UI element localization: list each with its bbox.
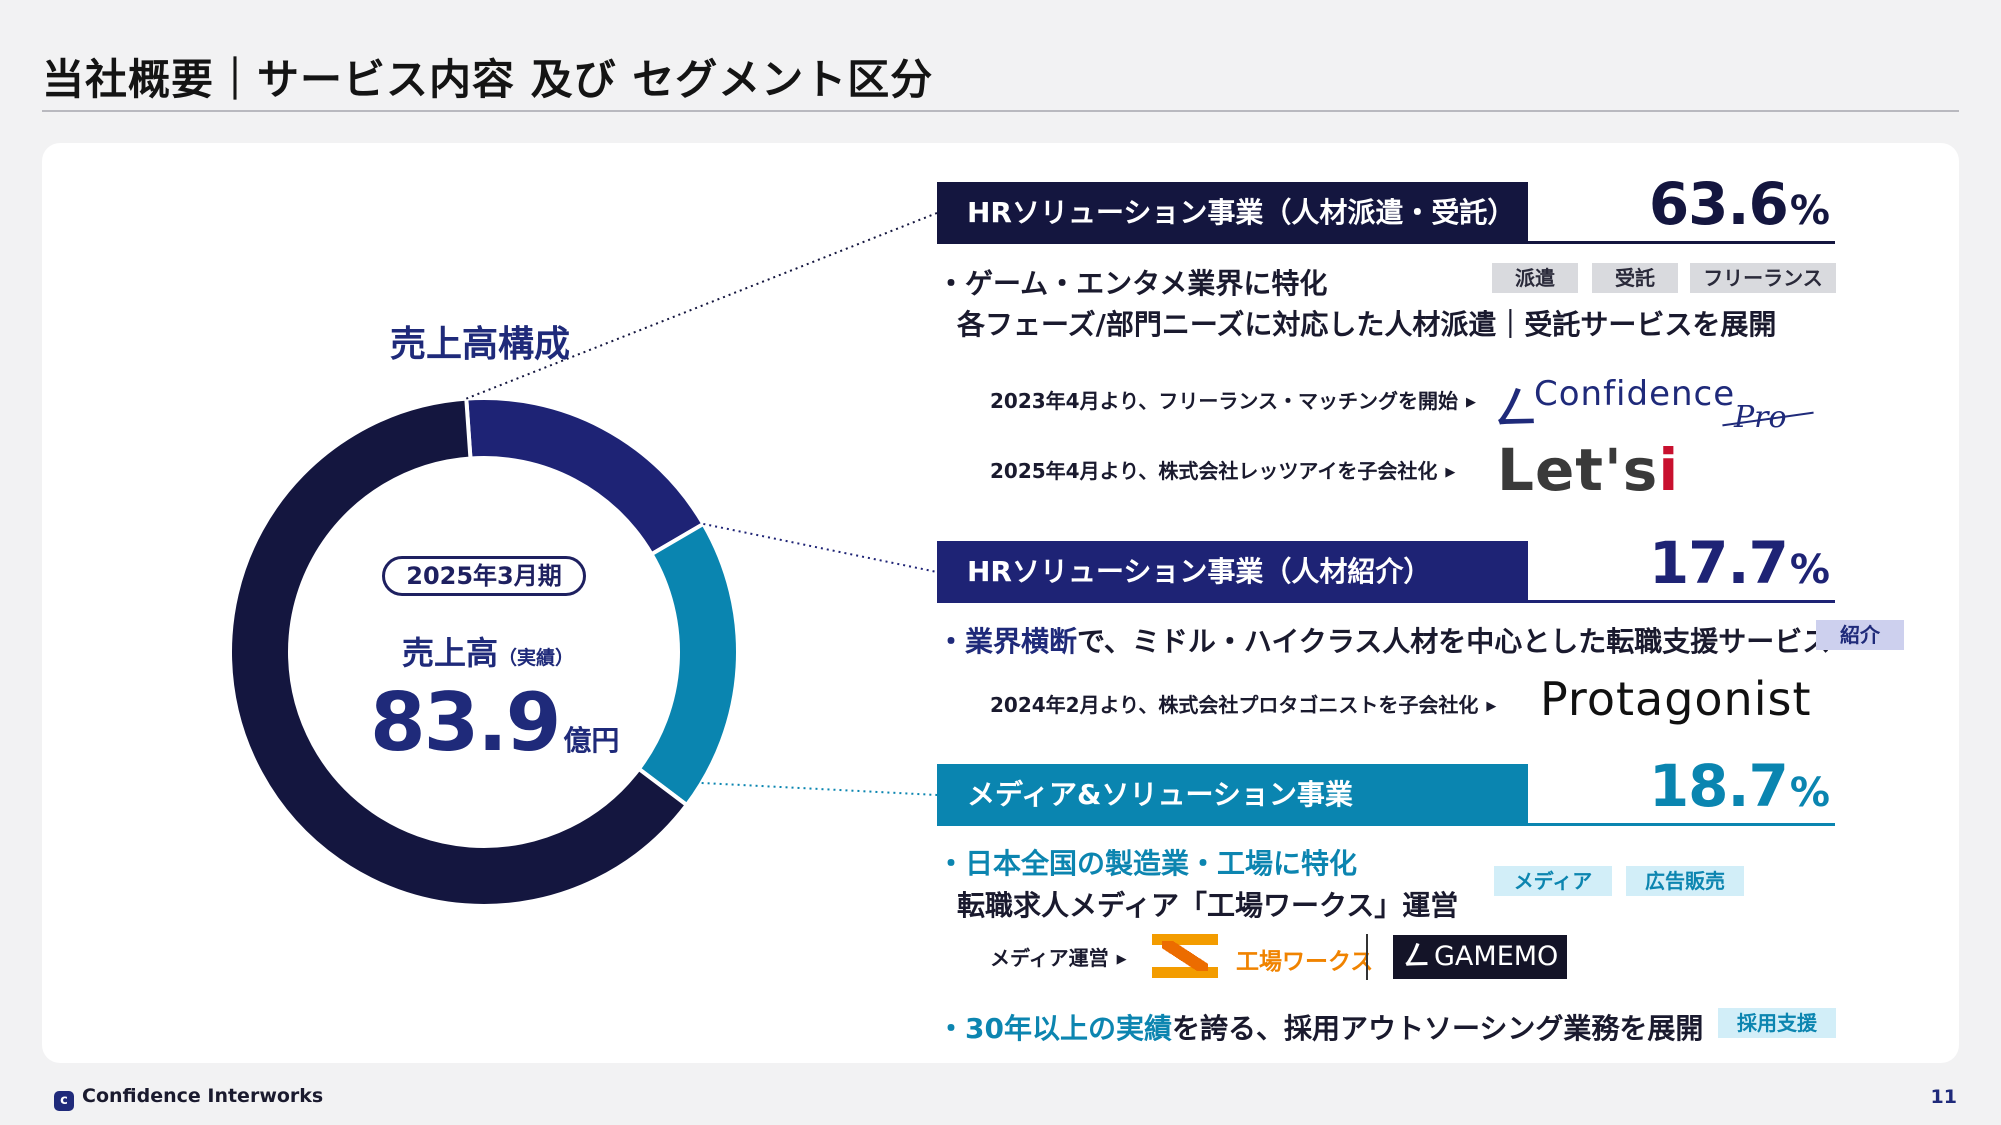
company-logo: c Confidence Interworks — [54, 1085, 323, 1111]
tag-shokai: 紹介 — [1816, 620, 1904, 650]
title-divider — [42, 110, 1959, 112]
tag-haken: 派遣 — [1492, 263, 1578, 293]
tag-media: メディア — [1494, 866, 1612, 896]
segment-percent: 63.6% — [1648, 170, 1830, 238]
segment-rule — [937, 823, 1835, 826]
donut-slice-0 — [228, 396, 690, 908]
segment-bullet: ・日本全国の製造業・工場に特化 — [937, 847, 1358, 880]
gamemo-logo: ㄥ GAMEMO — [1393, 935, 1567, 979]
connector-placement — [703, 522, 938, 573]
letsi-logo: Let'si — [1497, 436, 1680, 504]
segment-bullet-outsourcing: ・30年以上の実績を誇る、採用アウトソーシング業務を展開 — [937, 1012, 1704, 1045]
segment-name: HRソリューション事業（人材派遣・受託） — [937, 182, 1528, 244]
tag-jutaku: 受託 — [1592, 263, 1678, 293]
page-title: 当社概要｜サービス内容 及び セグメント区分 — [42, 55, 934, 104]
logo-divider — [1366, 934, 1368, 980]
chart-title: 売上高構成 — [390, 324, 571, 365]
segment-percent: 18.7% — [1648, 752, 1830, 820]
segment-rule — [937, 600, 1835, 603]
content-card — [42, 143, 1959, 1063]
connector-dispatch — [465, 212, 938, 400]
donut-slice-2 — [636, 521, 740, 808]
segment-description: 各フェーズ/部門ニーズに対応した人材派遣｜受託サービスを展開 — [957, 308, 1777, 341]
tag-ad-sales: 広告販売 — [1626, 866, 1744, 896]
segment-name: メディア&ソリューション事業 — [937, 764, 1528, 826]
tag-recruit-support: 採用支援 — [1718, 1008, 1836, 1038]
sales-label: 売上高（実績） — [402, 634, 575, 672]
segment-description: 転職求人メディア「工場ワークス」運営 — [957, 889, 1459, 922]
confidence-pro-logo: ㄥ Confidence Pro — [1494, 372, 1824, 435]
segment-bullet: ・ゲーム・エンタメ業界に特化 — [937, 267, 1328, 300]
segment-name: HRソリューション事業（人材紹介） — [937, 541, 1528, 603]
note-media-operation: メディア運営 ▶ — [990, 946, 1127, 970]
segment-header-placement: HRソリューション事業（人材紹介） 17.7% — [937, 529, 1835, 603]
donut-slice-1 — [464, 396, 707, 557]
sales-value: 83.9 億円 — [370, 676, 620, 769]
tag-freelance: フリーランス — [1690, 263, 1836, 293]
segment-bullet: ・業界横断で、ミドル・ハイクラス人材を中心とした転職支援サービス — [937, 625, 1831, 658]
segment-header-media: メディア&ソリューション事業 18.7% — [937, 752, 1835, 826]
segment-header-dispatch: HRソリューション事業（人材派遣・受託） 63.6% — [937, 170, 1835, 244]
connector-media — [701, 781, 938, 796]
segment-rule — [937, 241, 1835, 244]
protagonist-logo: Protagonist — [1540, 672, 1812, 726]
kojo-works-logo: 工場ワークス — [1152, 934, 1373, 980]
segment-percent: 17.7% — [1648, 529, 1830, 597]
note-protagonist: 2024年2月より、株式会社プロタゴニストを子会社化 ▶ — [990, 693, 1497, 717]
note-freelance-matching: 2023年4月より、フリーランス・マッチングを開始 ▶ — [990, 389, 1476, 413]
note-letsi: 2025年4月より、株式会社レッツアイを子会社化 ▶ — [990, 459, 1456, 483]
page-number: 11 — [1930, 1086, 1957, 1108]
period-badge: 2025年3月期 — [382, 556, 586, 596]
